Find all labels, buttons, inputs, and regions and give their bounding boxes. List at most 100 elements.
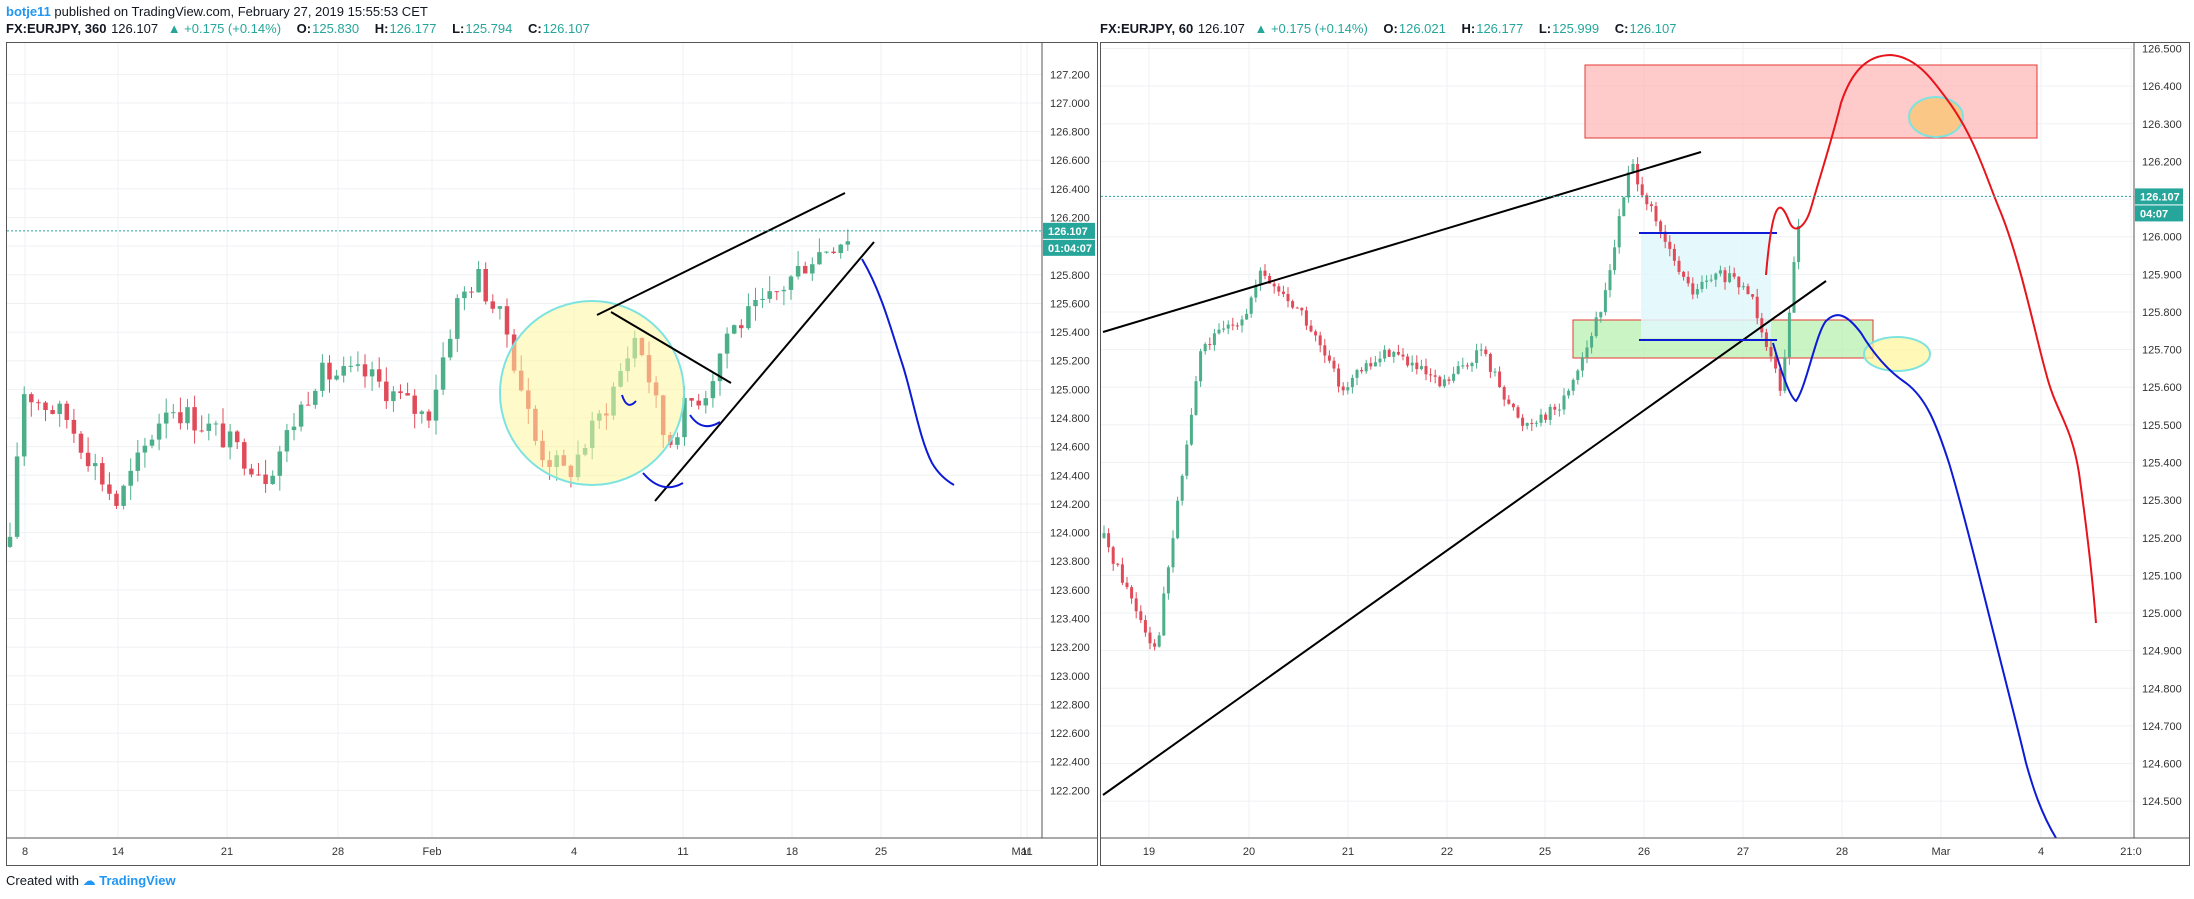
y-tick-label: 125.600 xyxy=(1050,298,1090,310)
right-close: 126.107 xyxy=(1629,21,1677,36)
candle-body xyxy=(1792,262,1796,313)
candle-body xyxy=(817,252,822,265)
candle-body xyxy=(227,431,233,448)
candle-body xyxy=(1314,331,1318,336)
candle-body xyxy=(43,402,48,410)
candle-body xyxy=(1613,247,1617,271)
y-tick-label: 126.800 xyxy=(1050,127,1090,139)
candle-body xyxy=(675,437,680,445)
candle-body xyxy=(1645,195,1649,205)
candle-body xyxy=(376,369,382,382)
candle-body xyxy=(242,442,247,469)
candle-body xyxy=(1295,307,1299,309)
candle-body xyxy=(391,391,396,402)
projection-path[interactable] xyxy=(861,258,955,486)
candle-body xyxy=(1231,324,1235,326)
author-link[interactable]: botje11 xyxy=(6,4,51,19)
candle-body xyxy=(760,298,765,301)
candle-body xyxy=(1116,563,1120,565)
candle-body xyxy=(1153,643,1157,647)
x-tick-label: Feb xyxy=(423,846,442,858)
candle-body xyxy=(1590,336,1594,348)
price-tag-label: 126.107 xyxy=(2140,191,2180,203)
candle-body xyxy=(178,412,183,424)
y-tick-label: 125.100 xyxy=(2142,570,2182,582)
candle-body xyxy=(1705,280,1709,282)
resistance-zone[interactable] xyxy=(1584,64,2038,139)
right-chart[interactable]: 126.500126.400126.300126.200126.100126.0… xyxy=(1100,42,2190,866)
candle-body xyxy=(1502,387,1506,400)
candle-body xyxy=(1341,386,1345,391)
candle-body xyxy=(1452,373,1456,381)
neckline-trendline[interactable] xyxy=(610,311,732,384)
candle-body xyxy=(1355,370,1359,378)
candle-body xyxy=(1286,293,1290,302)
candle-body xyxy=(1626,172,1630,198)
candle-body xyxy=(1603,290,1607,313)
range-box xyxy=(1641,233,1771,338)
candle-body xyxy=(1700,281,1704,290)
left-change: ▲ +0.175 (+0.14%) xyxy=(167,21,282,36)
candle-body xyxy=(1130,587,1134,599)
candle-body xyxy=(1277,286,1281,292)
candle-body xyxy=(739,325,744,329)
candle-body xyxy=(1594,317,1598,337)
candle-body xyxy=(1479,349,1483,351)
pattern-circle[interactable] xyxy=(499,300,685,486)
candle-body xyxy=(1171,538,1175,568)
candle-body xyxy=(689,398,694,401)
candle-body xyxy=(92,463,98,467)
candle-body xyxy=(64,403,70,420)
candle-body xyxy=(1663,231,1667,242)
candle-body xyxy=(163,412,169,424)
candle-body xyxy=(384,381,389,402)
target-ellipse-top[interactable] xyxy=(1908,96,1964,138)
left-chart[interactable]: 127.200 127.000 126.800 126.600 126.400 126.2… xyxy=(6,42,1098,866)
countdown-tag xyxy=(1043,239,1095,256)
left-open: 125.830 xyxy=(312,21,360,36)
target-ellipse-bottom[interactable] xyxy=(1863,336,1931,372)
left-low: 125.794 xyxy=(465,21,513,36)
candle-body xyxy=(1442,379,1446,387)
candle-body xyxy=(1668,241,1672,249)
candle-body xyxy=(1291,301,1295,308)
candle-body xyxy=(298,404,304,427)
candle-body xyxy=(1332,360,1336,369)
candle-body xyxy=(1498,371,1502,388)
lower-trendline[interactable] xyxy=(654,241,875,502)
y-tick-label: 125.700 xyxy=(2142,345,2182,357)
y-tick-label: 123.200 xyxy=(1050,642,1090,654)
x-tick-label: Mar xyxy=(1932,846,1951,858)
candle-body xyxy=(1691,283,1695,295)
y-tick-label: 125.300 xyxy=(2142,495,2182,507)
candle-body xyxy=(1516,407,1520,418)
x-tick-label: 25 xyxy=(875,846,887,858)
candle-body xyxy=(1525,422,1529,426)
candle-body xyxy=(1714,273,1718,280)
candle-body xyxy=(1511,403,1515,408)
upper-trendline[interactable] xyxy=(596,192,846,316)
footer-brand[interactable]: TradingView xyxy=(99,873,176,888)
candle-body xyxy=(426,411,432,421)
candle-body xyxy=(1111,547,1115,564)
red-projection-path[interactable] xyxy=(1765,53,2097,624)
arc-mark-2 xyxy=(689,414,721,428)
candle-body xyxy=(1507,399,1511,404)
candle-body xyxy=(795,265,801,277)
candle-body xyxy=(1461,365,1465,367)
candle-body xyxy=(810,264,815,274)
candle-body xyxy=(1576,370,1580,380)
blue-projection-path[interactable] xyxy=(1772,314,2057,839)
lower-trendline[interactable] xyxy=(1102,280,1827,796)
left-symbol: FX:EURJPY, 360 xyxy=(6,21,107,36)
candle-body xyxy=(1686,276,1690,284)
candle-body xyxy=(1475,350,1479,363)
candle-body xyxy=(71,419,77,434)
arc-mark-1 xyxy=(621,394,637,406)
arc-mark-3 xyxy=(642,472,684,489)
candle-body xyxy=(405,393,410,396)
candle-body xyxy=(1682,271,1686,277)
candle-body xyxy=(753,300,758,307)
left-last-price: 126.107 xyxy=(111,21,159,36)
upper-trendline[interactable] xyxy=(1102,151,1702,333)
